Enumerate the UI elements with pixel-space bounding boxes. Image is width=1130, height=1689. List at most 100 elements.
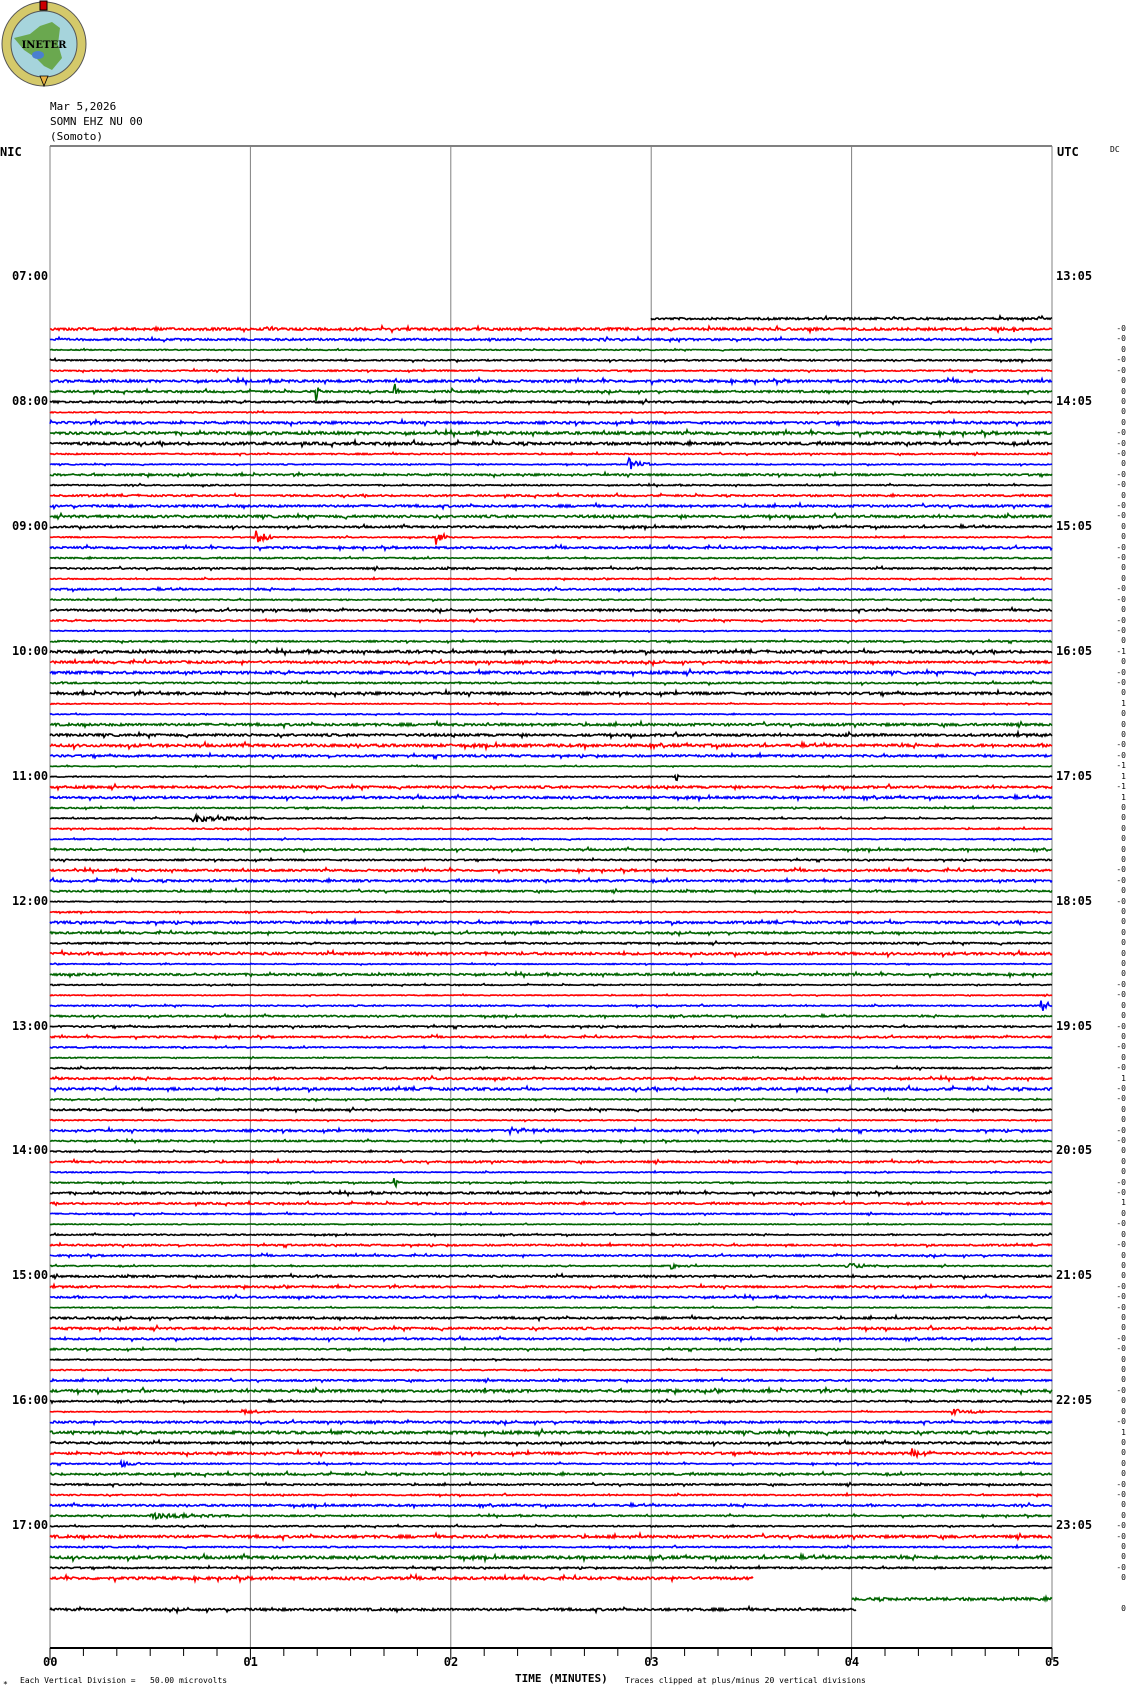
trace-row xyxy=(49,825,1053,832)
trace-row xyxy=(49,1044,1053,1050)
dc-offset-value: 1 xyxy=(1121,771,1126,781)
dc-offset-value: -0 xyxy=(1116,1281,1126,1291)
trace-row xyxy=(49,1073,1053,1083)
trace-row xyxy=(49,1000,1053,1011)
trace-row xyxy=(49,1251,1053,1260)
trace-row xyxy=(49,939,1053,947)
dc-offset-value: 0 xyxy=(1121,1406,1126,1416)
left-hour-label: 07:00 xyxy=(12,269,49,283)
trace-row xyxy=(49,1178,1053,1189)
dc-offset-value: -0 xyxy=(1116,511,1126,521)
trace-row xyxy=(49,1083,1053,1094)
trace-row xyxy=(49,865,1053,875)
dc-offset-value: -0 xyxy=(1116,1489,1126,1499)
left-hour-label: 08:00 xyxy=(12,393,49,408)
dc-offset-value: 0 xyxy=(1121,344,1126,354)
dc-offset-value: 0 xyxy=(1121,407,1126,417)
trace-row xyxy=(49,335,1053,344)
dc-offset-value: -0 xyxy=(1116,365,1126,375)
trace-row xyxy=(49,491,1053,500)
dc-offset-value: -0 xyxy=(1116,677,1126,687)
dc-offset-value: -0 xyxy=(1116,1479,1126,1489)
trace-row xyxy=(49,1543,1053,1551)
right-hour-label: 21:05 xyxy=(1056,1268,1093,1283)
corner-mark: * xyxy=(3,1680,8,1689)
trace-row xyxy=(49,679,1053,687)
trace-row xyxy=(49,1551,1053,1564)
trace-row xyxy=(49,585,1052,593)
trace-row xyxy=(49,1367,1053,1373)
trace-row xyxy=(49,792,1053,803)
dc-offset-value: 0 xyxy=(1121,927,1126,937)
trace-row xyxy=(49,375,1053,387)
scale-note: Each Vertical Division = 50.00 microvolt… xyxy=(20,1676,228,1685)
trace-row xyxy=(49,701,1053,707)
station-code: SOMN EHZ NU 00 xyxy=(50,115,143,128)
dc-offset-value: 1 xyxy=(1121,1073,1126,1083)
trace-row xyxy=(49,1262,1053,1270)
dc-offset-value: 0 xyxy=(1121,1500,1126,1510)
trace-row xyxy=(49,1012,1053,1021)
dc-offset-value: -0 xyxy=(1116,1125,1126,1135)
trace-row xyxy=(49,1418,1053,1427)
trace-row xyxy=(49,1323,1053,1334)
dc-offset-value: -0 xyxy=(1116,324,1126,334)
trace-row xyxy=(49,1357,1053,1363)
trace-row xyxy=(49,1272,1053,1281)
dc-offset-value: 0 xyxy=(1121,1573,1126,1583)
trace-row xyxy=(49,1376,1053,1384)
dc-offset-value: 0 xyxy=(1121,417,1126,427)
logo-bottom-pin xyxy=(39,75,49,88)
trace-row xyxy=(49,617,1053,624)
x-tick-label: 03 xyxy=(644,1655,659,1669)
left-hour-label: 13:00 xyxy=(12,1018,49,1033)
dc-offset-value: -0 xyxy=(1116,1094,1126,1104)
dc-offset-value: -0 xyxy=(1116,355,1126,365)
dc-offset-value: -0 xyxy=(1116,1042,1126,1052)
trace-row xyxy=(49,1106,1052,1114)
left-hour-label: 11:00 xyxy=(12,768,49,783)
trace-row xyxy=(49,409,1053,415)
dc-offset-value: 1 xyxy=(1121,698,1126,708)
dc-offset-value: 0 xyxy=(1121,1260,1126,1270)
dc-offset-value: -0 xyxy=(1116,750,1126,760)
dc-offset-value: -1 xyxy=(1116,646,1126,656)
dc-offset-value: 0 xyxy=(1121,938,1126,948)
trace-row xyxy=(49,856,1053,864)
dc-offset-value: 0 xyxy=(1121,1271,1126,1281)
trace-row xyxy=(49,751,1053,761)
dc-offset-value: 0 xyxy=(1121,1354,1126,1364)
trace-row xyxy=(49,739,1053,752)
logo-text: INETER xyxy=(22,40,68,51)
trace-row xyxy=(49,886,1053,895)
x-tick-label: 04 xyxy=(844,1655,860,1669)
record-date: Mar 5,2026 xyxy=(50,100,117,113)
dc-offset-value: -0 xyxy=(1116,1188,1126,1198)
dc-offset-value: 0 xyxy=(1121,636,1126,646)
dc-offset-value: -0 xyxy=(1116,428,1126,438)
trace-row xyxy=(49,1033,1053,1041)
trace-row xyxy=(49,1022,1053,1031)
right-hour-label: 20:05 xyxy=(1056,1143,1093,1158)
dc-offset-value: -1 xyxy=(1116,782,1126,792)
dc-offset-value: 0 xyxy=(1121,1208,1126,1218)
trace-row xyxy=(49,646,1053,657)
trace-row xyxy=(49,917,1053,927)
trace-row xyxy=(49,909,1053,915)
dc-offset-value: -1 xyxy=(1116,761,1126,771)
trace-row xyxy=(49,367,1053,374)
dc-offset-value: 0 xyxy=(1121,396,1126,406)
logo-lake xyxy=(32,51,44,59)
trace-row xyxy=(49,719,1053,730)
dc-offset-value: 0 xyxy=(1121,1469,1126,1479)
dc-offset-value: 0 xyxy=(1121,1604,1126,1614)
right-timezone-label: UTC xyxy=(1057,145,1079,159)
trace-row xyxy=(49,773,1053,782)
trace-row xyxy=(49,427,1053,440)
dc-offset-value: 0 xyxy=(1121,823,1126,833)
right-hour-label: 14:05 xyxy=(1056,393,1093,408)
x-tick-label: 05 xyxy=(1045,1655,1060,1669)
dc-offset-value: 0 xyxy=(1121,1167,1126,1177)
dc-offset-value: -0 xyxy=(1116,1521,1126,1531)
trace-row xyxy=(49,397,1053,407)
